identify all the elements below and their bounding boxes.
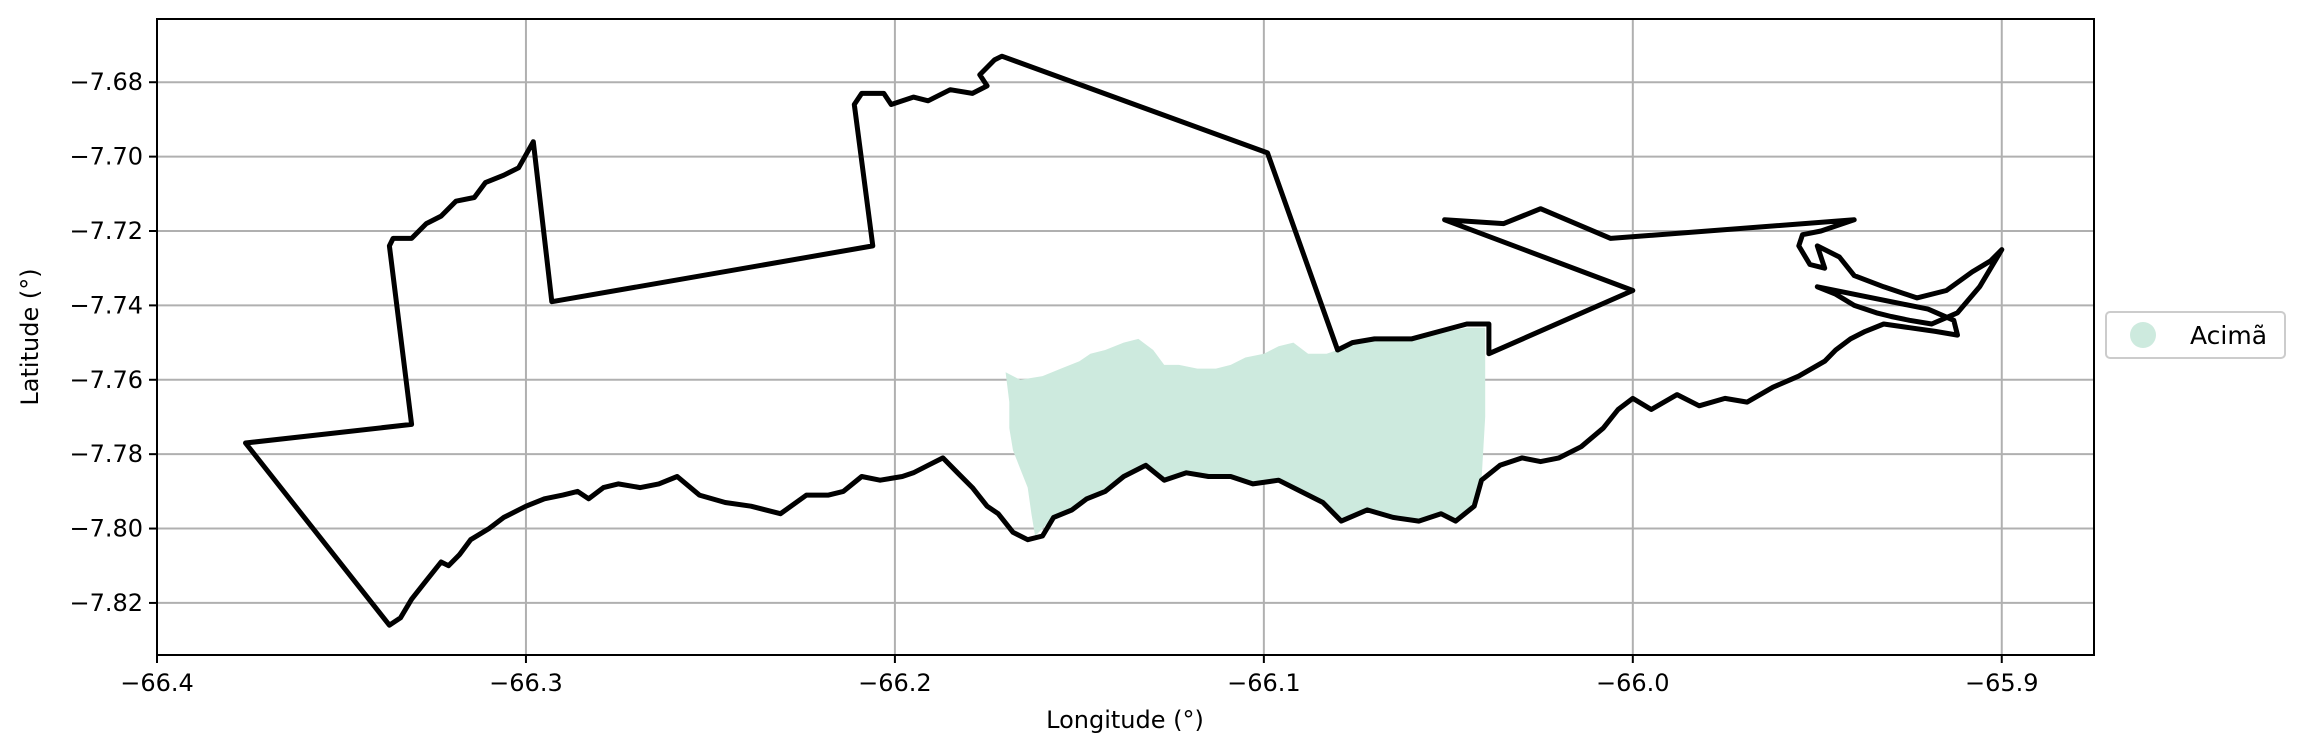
plot-frame [156, 18, 2095, 656]
x-tick-label: −65.9 [1965, 669, 2039, 697]
x-tick-label: −66.3 [489, 669, 563, 697]
y-tick-label: −7.68 [69, 68, 143, 96]
y-tick-label: −7.76 [69, 366, 143, 394]
boundary-outline [243, 53, 2005, 628]
x-axis-title: Longitude (°) [1046, 706, 1204, 734]
legend-label-acima: Acimã [2190, 321, 2267, 350]
axis-ticks: −66.4 −66.3 −66.2 −66.1 −66.0 −65.9 −7.68 −7.70… [69, 68, 2038, 697]
legend-swatch-acima [2130, 322, 2156, 348]
x-tick-label: −66.1 [1227, 669, 1301, 697]
y-axis-title: Latitude (°) [16, 268, 44, 405]
y-tick-label: −7.78 [69, 440, 143, 468]
x-tick-label: −66.4 [120, 669, 194, 697]
x-tick-label: −66.0 [1596, 669, 1670, 697]
acima-area [1005, 327, 1486, 536]
y-tick-label: −7.82 [69, 589, 143, 617]
y-tick-label: −7.74 [69, 291, 143, 319]
y-tick-label: −7.72 [69, 217, 143, 245]
legend: Acimã [2105, 311, 2286, 359]
acima-area-polygon [1005, 327, 1486, 536]
x-tick-label: −66.2 [858, 669, 932, 697]
boundary-polyline [243, 53, 2005, 628]
grid-lines [156, 19, 2094, 655]
legend-box [2105, 311, 2286, 359]
y-tick-label: −7.80 [69, 515, 143, 543]
y-tick-label: −7.70 [69, 143, 143, 171]
